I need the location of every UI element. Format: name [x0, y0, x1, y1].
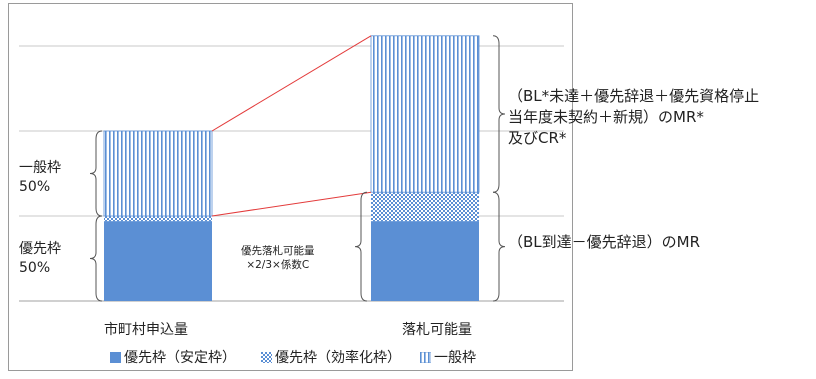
upper-annotation-line1: （BL*未達＋優先辞退＋優先資格停止 [508, 87, 760, 105]
right-brace-lower [492, 191, 506, 302]
connector-line-priority [211, 191, 372, 217]
left-brace-general [89, 130, 103, 217]
priority-slot-percent: 50% [19, 260, 51, 276]
legend-swatch-checker [261, 351, 272, 363]
bar-1-series-2 [370, 35, 480, 193]
middle-brace-priority [354, 191, 368, 302]
upper-annotation-line3: 及びCR* [508, 129, 567, 147]
lower-annotation-line1: （BL到達－優先辞退）のMR [508, 233, 701, 251]
left-brace-priority [89, 215, 103, 302]
upper-annotation-line2: 当年度未契約＋新規）のMR* [508, 108, 704, 126]
upper-annotation: （BL*未達＋優先辞退＋優先資格停止 当年度未契約＋新規）のMR* 及びCR* [508, 86, 759, 149]
legend-item-efficiency: 優先枠（効率化枠） [261, 347, 401, 367]
stacked-bar-chart [19, 35, 564, 302]
chart-frame: 一般枠 50% 優先枠 50% 優先落札可能量 ×2/3×係数C 市町村申込量 … [8, 3, 573, 371]
lower-annotation: （BL到達－優先辞退）のMR [508, 232, 700, 253]
bar-0-series-2 [103, 130, 213, 217]
bar-1-series-0 [371, 221, 479, 301]
bar-1-series-1 [371, 192, 479, 222]
legend-label-stable: 優先枠（安定枠） [124, 350, 236, 366]
bar-0-series-0 [104, 221, 212, 301]
right-brace-upper [492, 35, 506, 193]
category-label-1: 落札可能量 [402, 322, 472, 338]
bar-0-series-1 [104, 216, 212, 222]
priority-note-line1: 優先落札可能量 [241, 245, 315, 257]
legend-item-general: 一般枠 [420, 347, 476, 367]
legend-item-stable: 優先枠（安定枠） [110, 347, 236, 367]
legend-label-efficiency: 優先枠（効率化枠） [275, 350, 401, 366]
legend-label-general: 一般枠 [434, 350, 476, 366]
category-label-0: 市町村申込量 [104, 322, 188, 338]
general-slot-label: 一般枠 [19, 160, 61, 176]
priority-note-line2: ×2/3×係数C [246, 259, 310, 271]
priority-slot-label: 優先枠 [19, 241, 61, 257]
legend-swatch-solid [110, 351, 121, 363]
general-slot-percent: 50% [19, 179, 51, 195]
connector-line-total [211, 35, 372, 132]
legend-swatch-vlines [420, 351, 431, 363]
